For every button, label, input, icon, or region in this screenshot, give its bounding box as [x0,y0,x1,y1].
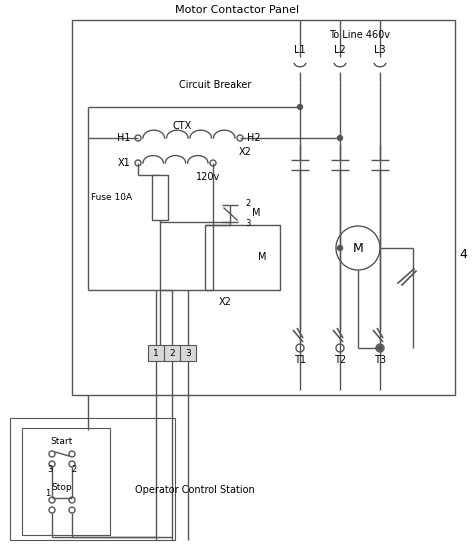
Text: L3: L3 [374,45,386,55]
Bar [10,418,175,540]
Circle shape [337,245,343,250]
Text: 4: 4 [459,249,467,262]
Bar [72,20,455,395]
Text: M: M [258,252,267,263]
Text: X2: X2 [238,147,251,157]
Text: Motor Contactor Panel: Motor Contactor Panel [175,5,299,15]
Bar [148,345,196,361]
Circle shape [377,345,383,350]
Text: H2: H2 [247,133,261,143]
Text: 1: 1 [46,490,51,498]
Text: M: M [353,242,364,255]
Text: 2: 2 [169,349,175,357]
Text: CTX: CTX [173,121,191,131]
Bar [205,225,280,290]
Text: 3: 3 [185,349,191,357]
Text: 3: 3 [47,466,53,474]
Text: X1: X1 [118,158,130,168]
Circle shape [337,135,343,140]
Bar [22,428,110,535]
Text: T2: T2 [334,355,346,365]
Circle shape [298,104,302,109]
Text: X2: X2 [219,297,231,307]
Text: 1: 1 [153,349,159,357]
Text: 3: 3 [246,219,251,228]
Text: 2: 2 [246,200,251,208]
Text: To Line 460v: To Line 460v [329,30,391,40]
Text: T3: T3 [374,355,386,365]
Text: Start: Start [51,437,73,447]
Text: 2: 2 [72,466,77,474]
Text: L1: L1 [294,45,306,55]
Text: M: M [252,208,260,219]
Text: 120v: 120v [196,172,220,182]
Text: T1: T1 [294,355,306,365]
Text: Stop: Stop [52,484,73,492]
Text: L2: L2 [334,45,346,55]
Text: Circuit Breaker: Circuit Breaker [179,80,251,90]
Text: H1: H1 [117,133,131,143]
Text: Fuse 10A: Fuse 10A [91,193,132,202]
Bar [152,175,168,220]
Text: Operator Control Station: Operator Control Station [135,485,255,495]
